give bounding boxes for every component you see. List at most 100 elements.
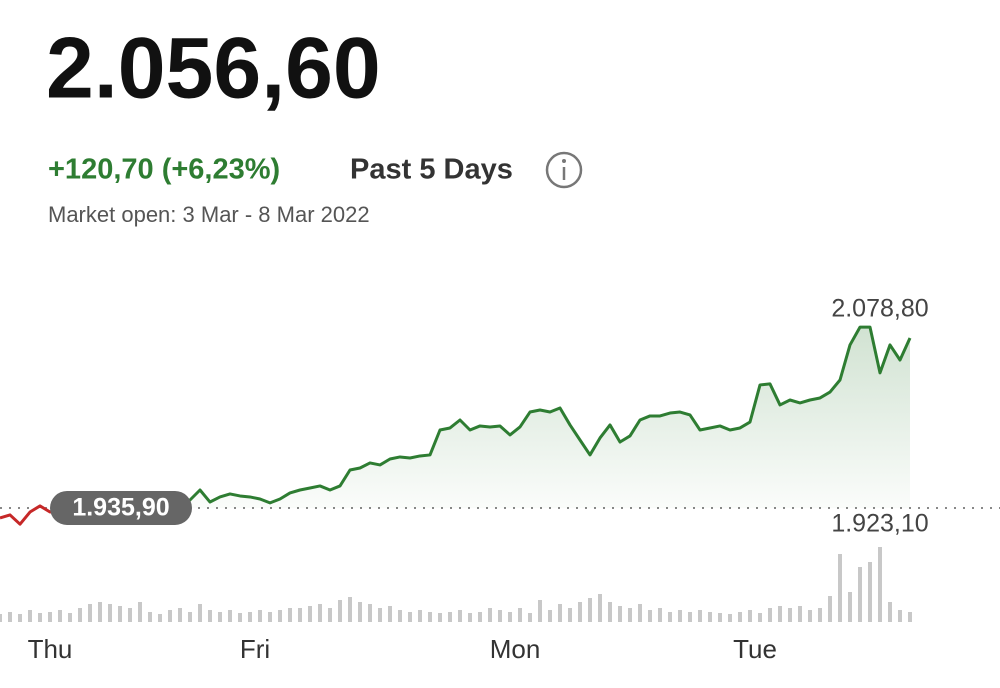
volume-bar [228, 610, 232, 622]
volume-bar [858, 567, 862, 622]
volume-bar [58, 610, 62, 622]
volume-bar [328, 608, 332, 622]
volume-bar [38, 613, 42, 622]
volume-bar [508, 612, 512, 622]
volume-bar [578, 602, 582, 622]
volume-bar [168, 610, 172, 622]
price: 2.056,60 [46, 21, 381, 117]
volume-bar [238, 613, 242, 622]
volume-bar [878, 547, 882, 622]
volume-bar [28, 610, 32, 622]
x-tick-label: Thu [28, 634, 73, 664]
volume-bar [808, 610, 812, 622]
volume-bar [0, 614, 2, 622]
volume-bar [678, 610, 682, 622]
volume-bar [388, 606, 392, 622]
reference-label: 1.935,90 [72, 494, 169, 522]
volume-bar [438, 613, 442, 622]
volume-bar [468, 613, 472, 622]
volume-bar [268, 612, 272, 622]
period: Past 5 Days [350, 154, 513, 186]
high-label: 2.078,80 [831, 295, 928, 323]
volume-bar [828, 596, 832, 622]
volume-bar [98, 602, 102, 622]
volume-bar [888, 602, 892, 622]
volume-bar [358, 602, 362, 622]
x-tick-label: Mon [490, 634, 541, 664]
volume-bar [638, 604, 642, 622]
volume-bar [348, 597, 352, 622]
volume-bar [68, 613, 72, 622]
volume-bar [728, 614, 732, 622]
volume-bar [118, 606, 122, 622]
volume-bar [288, 608, 292, 622]
volume-bar [188, 612, 192, 622]
volume-bar [78, 608, 82, 622]
info-icon[interactable] [545, 151, 583, 189]
volume-bar [498, 610, 502, 622]
volume-bar [478, 612, 482, 622]
volume-bar [688, 612, 692, 622]
volume-bar [318, 604, 322, 622]
volume-bar [198, 604, 202, 622]
volume-bar [528, 613, 532, 622]
volume-bar [8, 612, 12, 622]
volume-bar [518, 608, 522, 622]
volume-bar [898, 610, 902, 622]
volume-bar [588, 598, 592, 622]
volume-bar [818, 608, 822, 622]
volume-bar [868, 562, 872, 622]
volume-bar [248, 612, 252, 622]
volume-bar [538, 600, 542, 622]
volume-bar [178, 608, 182, 622]
market-open: Market open: 3 Mar - 8 Mar 2022 [48, 202, 370, 227]
change: +120,70 (+6,23%) [48, 154, 280, 186]
volume-bar [278, 610, 282, 622]
volume-bar [418, 610, 422, 622]
volume-bar [768, 608, 772, 622]
volume-bar [598, 594, 602, 622]
volume-bar [838, 554, 842, 622]
volume-bar [488, 608, 492, 622]
volume-bar [308, 606, 312, 622]
volume-bar [718, 613, 722, 622]
volume-bar [908, 612, 912, 622]
low-label: 1.923,10 [831, 510, 928, 538]
volume-bar [658, 608, 662, 622]
info-dot [562, 159, 566, 163]
volume-bar [758, 613, 762, 622]
volume-bar [708, 612, 712, 622]
area-fill [60, 327, 910, 510]
volume-bar [458, 610, 462, 622]
volume-bar [88, 604, 92, 622]
volume-bar [258, 610, 262, 622]
volume-bar [368, 604, 372, 622]
volume-bar [778, 606, 782, 622]
volume-bar [668, 612, 672, 622]
volume-bar [628, 608, 632, 622]
volume-bar [548, 610, 552, 622]
volume-bar [398, 610, 402, 622]
volume-bar [448, 612, 452, 622]
chart: 1.935,90 2.078,80 1.923,10 Thu Fri Mon Tue [0, 295, 1000, 664]
x-tick-label: Tue [733, 634, 777, 664]
volume-bar [108, 604, 112, 622]
volume-bar [208, 610, 212, 622]
reference-pill [50, 490, 192, 525]
volume-bar [748, 610, 752, 622]
volume-bar [568, 608, 572, 622]
volume-bar [648, 610, 652, 622]
volume-bar [158, 614, 162, 622]
volume-bar [128, 608, 132, 622]
volume-bar [408, 612, 412, 622]
volume-bar [338, 600, 342, 622]
volume-bar [18, 614, 22, 622]
volume-bar [738, 612, 742, 622]
volume-bar [428, 612, 432, 622]
volume-bar [138, 602, 142, 622]
volume-bar [788, 608, 792, 622]
price-line [59, 325, 912, 512]
volume-bar [298, 608, 302, 622]
